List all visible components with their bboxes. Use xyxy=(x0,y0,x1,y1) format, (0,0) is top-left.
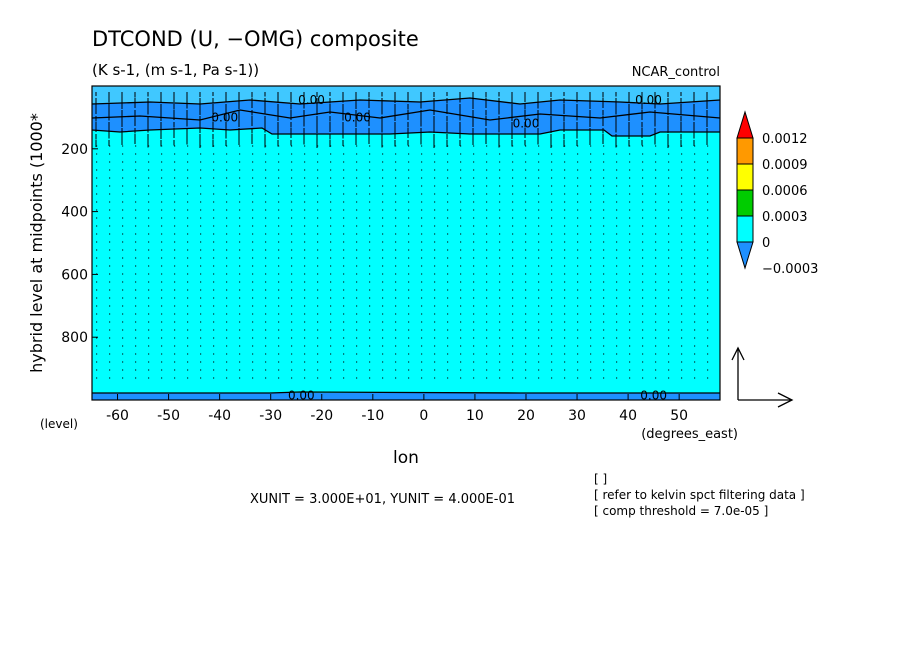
colorbar-segment xyxy=(736,137,754,165)
contour-label: 0.00 xyxy=(635,93,662,107)
colorbar-label: 0 xyxy=(762,236,770,251)
contour-label: 0.00 xyxy=(211,110,238,124)
x-axis-unit: (degrees_east) xyxy=(641,427,738,442)
plot-area: 0.00 0.00 0.00 0.00 0.00 0.00 0.00 xyxy=(91,85,721,402)
x-tick-label: -20 xyxy=(310,408,333,424)
contour-labels: 0.00 0.00 0.00 0.00 0.00 0.00 0.00 xyxy=(211,93,667,402)
colorbar-label: 0.0012 xyxy=(762,132,808,147)
reference-vector-vertical-head xyxy=(731,346,745,361)
colorbar-extend-bottom xyxy=(736,241,754,270)
wind-vectors xyxy=(95,92,709,379)
x-tick-label: -50 xyxy=(157,408,180,424)
x-axis: -60 -50 -40 -30 -20 -10 0 10 20 30 40 50 xyxy=(106,394,688,424)
x-tick-label: -10 xyxy=(361,408,384,424)
note-line-2: [ refer to kelvin spct filtering data ] xyxy=(594,488,805,502)
contour-label: 0.00 xyxy=(513,117,540,131)
colorbar-segment xyxy=(736,189,754,217)
x-tick-label: 0 xyxy=(419,408,428,424)
colorbar-segment xyxy=(736,215,754,243)
y-tick-label: 800 xyxy=(61,330,88,346)
colorbar-label: 0.0003 xyxy=(762,210,808,225)
x-tick-label: 30 xyxy=(568,408,586,424)
x-tick-label: 20 xyxy=(517,408,535,424)
contour-label: 0.00 xyxy=(344,110,371,124)
colorbar: 0.0012 0.0009 0.0006 0.0003 0 −0.0003 xyxy=(736,110,818,277)
chart-title: DTCOND (U, −OMG) composite xyxy=(92,27,419,51)
y-tick-label: 400 xyxy=(61,205,88,221)
colorbar-label: 0.0006 xyxy=(762,184,808,199)
colorbar-label: −0.0003 xyxy=(762,262,818,277)
y-axis-unit: (level) xyxy=(40,417,78,431)
x-tick-label: -40 xyxy=(208,408,231,424)
x-tick-label: 50 xyxy=(670,408,688,424)
x-tick-label: 10 xyxy=(466,408,484,424)
colorbar-extend-top xyxy=(736,110,754,139)
x-axis-label: lon xyxy=(393,448,419,468)
y-axis-label: hybrid level at midpoints (1000* xyxy=(27,113,46,373)
run-label: NCAR_control xyxy=(632,65,720,80)
field-background xyxy=(92,86,720,400)
x-tick-label: -30 xyxy=(259,408,282,424)
y-tick-label: 200 xyxy=(61,142,88,158)
contour-line xyxy=(91,127,720,137)
colorbar-segment xyxy=(736,163,754,191)
contour-label: 0.00 xyxy=(640,388,667,402)
contour-line xyxy=(92,391,720,394)
reference-vector-horizontal-head xyxy=(777,392,794,408)
note-line-3: [ comp threshold = 7.0e-05 ] xyxy=(594,504,768,518)
chart-subtitle: (K s-1, (m s-1, Pa s-1)) xyxy=(92,61,259,79)
vector-unit-label: XUNIT = 3.000E+01, YUNIT = 4.000E-01 xyxy=(250,492,515,507)
x-tick-label: -60 xyxy=(106,408,129,424)
contour-label: 0.00 xyxy=(298,93,325,107)
x-tick-label: 40 xyxy=(619,408,637,424)
contour-label: 0.00 xyxy=(288,388,315,402)
y-tick-label: 600 xyxy=(61,267,88,283)
negative-region-lower xyxy=(92,393,720,400)
y-axis: 200 400 600 800 xyxy=(61,142,98,346)
reference-vector xyxy=(731,346,794,408)
plot-frame xyxy=(91,85,721,401)
colorbar-label: 0.0009 xyxy=(762,158,808,173)
note-line-1: [ ] xyxy=(594,472,607,486)
